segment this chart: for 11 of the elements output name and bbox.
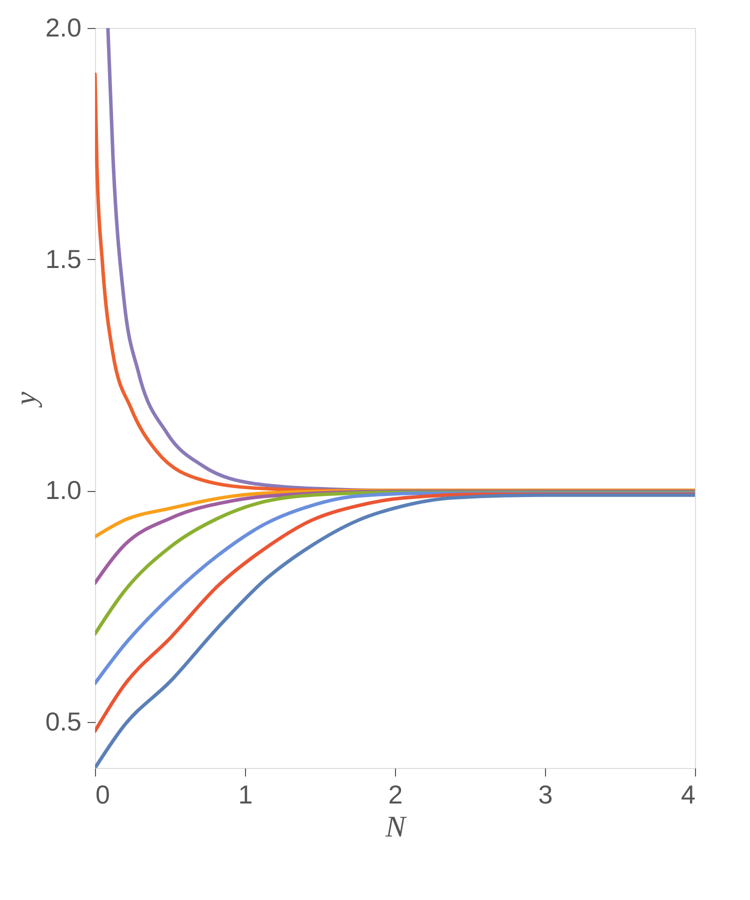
x-tick-label: 3 xyxy=(538,780,553,810)
x-axis-title: N xyxy=(384,810,408,844)
x-tick-label: 2 xyxy=(388,780,403,810)
y-tick-label: 1.0 xyxy=(45,475,82,505)
x-tick-label: 1 xyxy=(238,780,253,810)
y-tick-label: 2.0 xyxy=(45,12,82,42)
x-tick-label: 4 xyxy=(681,780,696,810)
x-tick-label: 0 xyxy=(96,780,110,810)
y-tick-label: 0.5 xyxy=(45,706,82,736)
y-tick-label: 1.5 xyxy=(45,244,82,274)
y-axis-title: y xyxy=(9,391,42,408)
